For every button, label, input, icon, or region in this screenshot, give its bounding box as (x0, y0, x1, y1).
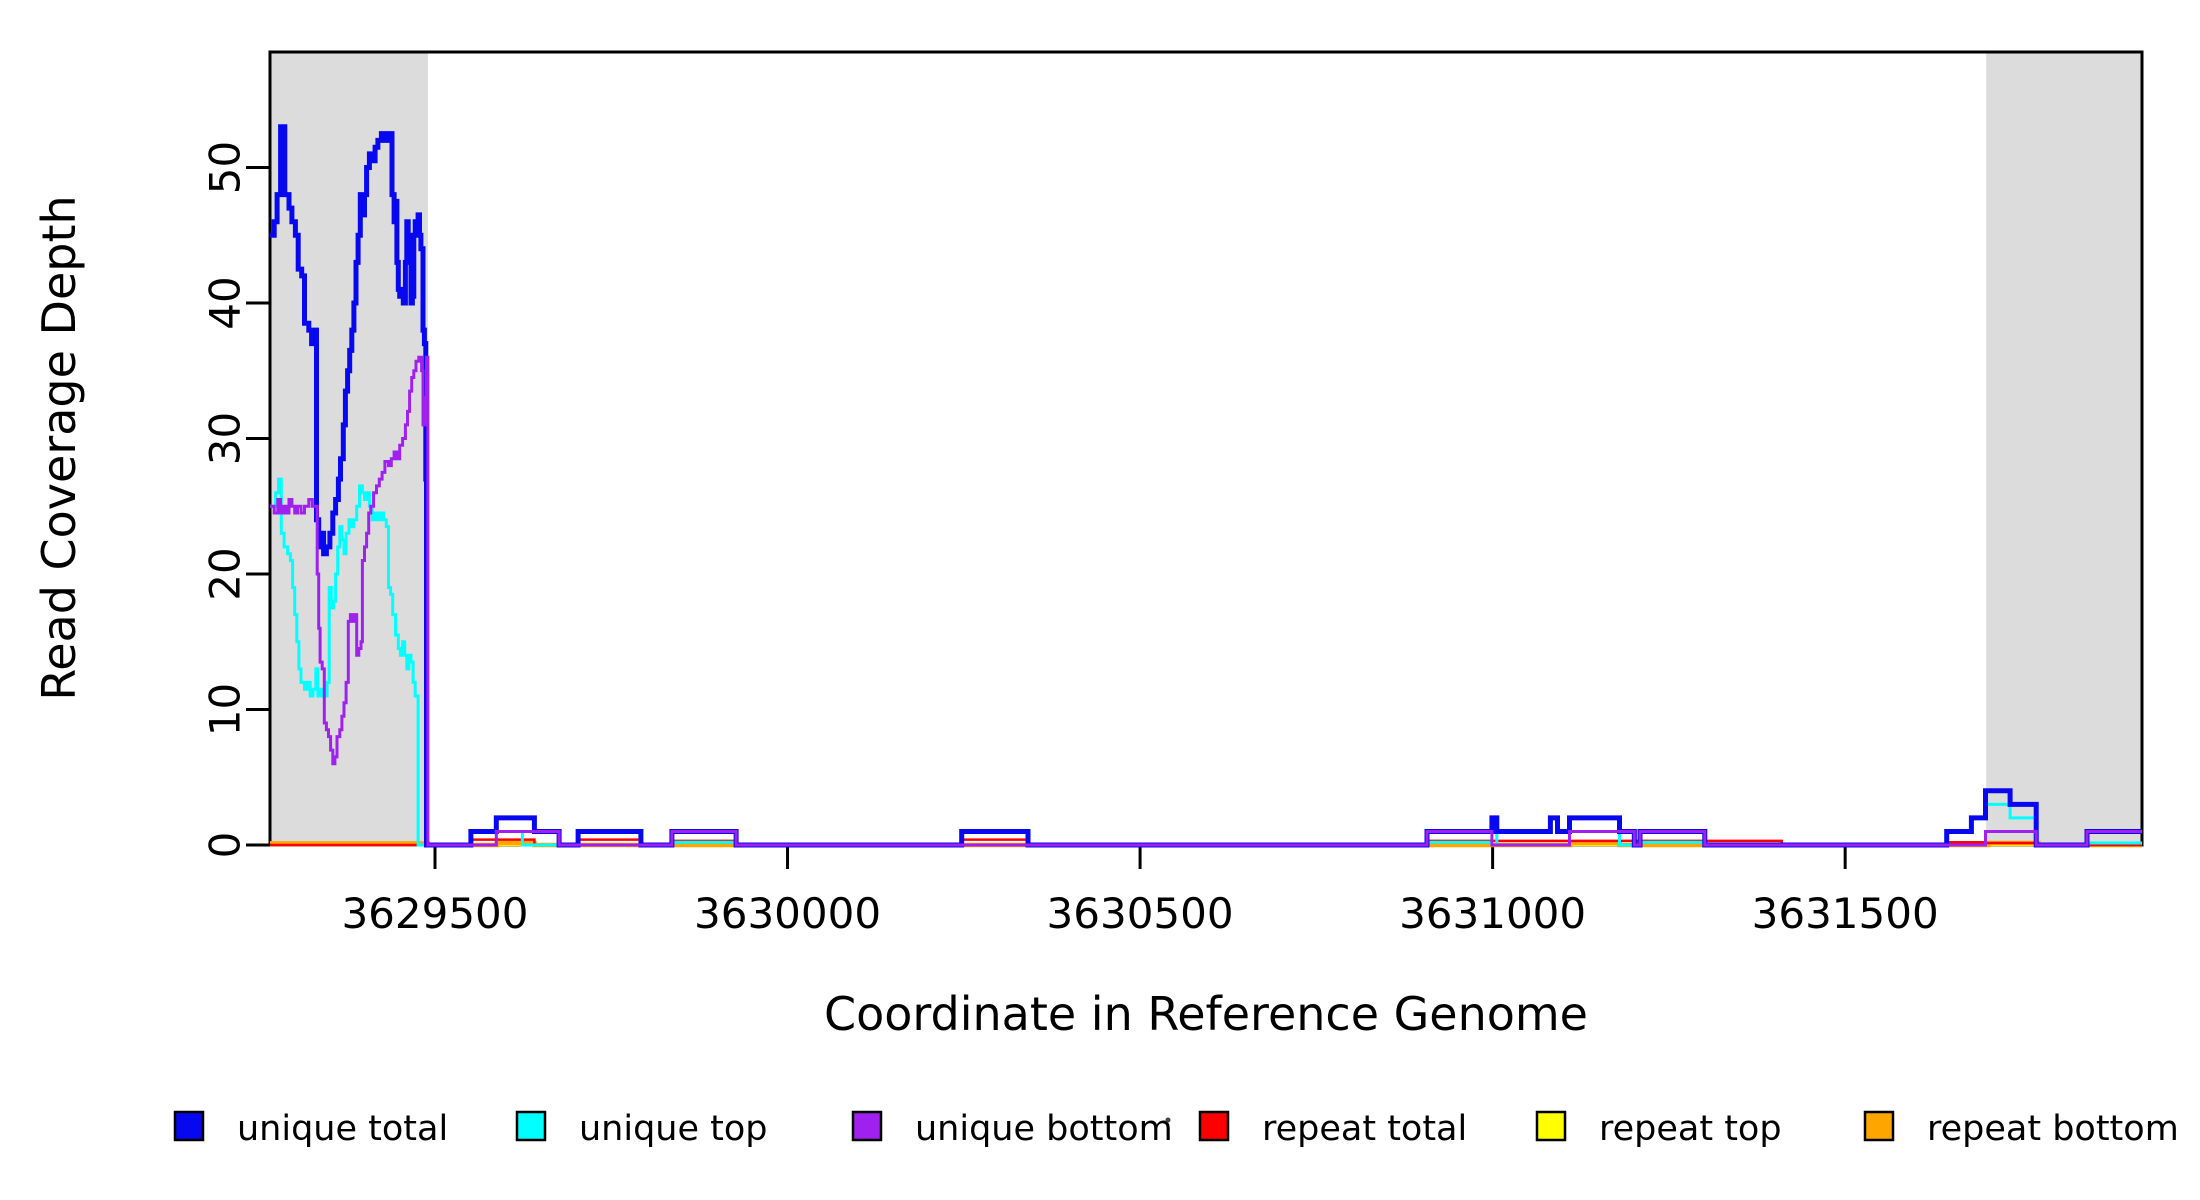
y-tick-label: 10 (201, 683, 250, 736)
shaded-regions (270, 52, 2142, 845)
legend-swatch-unique-bottom (851, 1110, 883, 1142)
legend-label: unique top (579, 1109, 768, 1149)
legend-label: repeat top (1599, 1109, 1782, 1149)
shaded-region (270, 52, 428, 845)
legend-label: unique total (237, 1109, 448, 1149)
x-tick-label: 3630500 (1047, 889, 1234, 938)
legend-swatch-unique-top (515, 1110, 547, 1142)
legend-label: unique bottom (915, 1109, 1173, 1149)
series-line-unique-bottom (270, 355, 2142, 847)
legend-item: unique top (515, 1109, 768, 1149)
legend-item: repeat bottom (1863, 1109, 2179, 1149)
series-line-unique-top (270, 477, 2142, 847)
y-tick-label: 50 (201, 141, 250, 194)
legend-swatch-repeat-bottom (1863, 1110, 1895, 1142)
legend-item: unique bottom (851, 1109, 1173, 1149)
x-tick-label: 3631000 (1399, 889, 1586, 938)
y-axis-title: Read Coverage Depth (32, 195, 86, 700)
legend-item: unique total (173, 1109, 448, 1149)
series-line-unique-total (270, 124, 2142, 848)
y-tick-label: 20 (201, 547, 250, 600)
axes: 3629500 3630000 3630500 3631000 3631500 0 10 20… (201, 141, 1939, 938)
y-tick-label: 0 (201, 832, 250, 859)
x-tick-label: 3630000 (694, 889, 881, 938)
plot-frame (268, 50, 2144, 847)
x-tick-label: 3629500 (341, 889, 528, 938)
legend-label: repeat total (1262, 1109, 1467, 1149)
legend-item: repeat top (1535, 1109, 1782, 1149)
legend-swatch-unique-total (173, 1110, 205, 1142)
y-tick-label: 40 (201, 276, 250, 329)
series-layer (270, 124, 2142, 848)
legend-swatch-repeat-total (1198, 1110, 1230, 1142)
legend-artifact-dot (1165, 1117, 1171, 1123)
legend-swatch-repeat-top (1535, 1110, 1567, 1142)
legend: unique total unique top unique bottom repea… (173, 1109, 2179, 1149)
shaded-region (1986, 52, 2142, 845)
legend-label: repeat bottom (1927, 1109, 2179, 1149)
legend-item: repeat total (1198, 1109, 1467, 1149)
x-axis-title: Coordinate in Reference Genome (824, 987, 1588, 1041)
x-tick-label: 3631500 (1752, 889, 1939, 938)
plot-box (268, 50, 2144, 847)
y-tick-label: 30 (201, 412, 250, 465)
